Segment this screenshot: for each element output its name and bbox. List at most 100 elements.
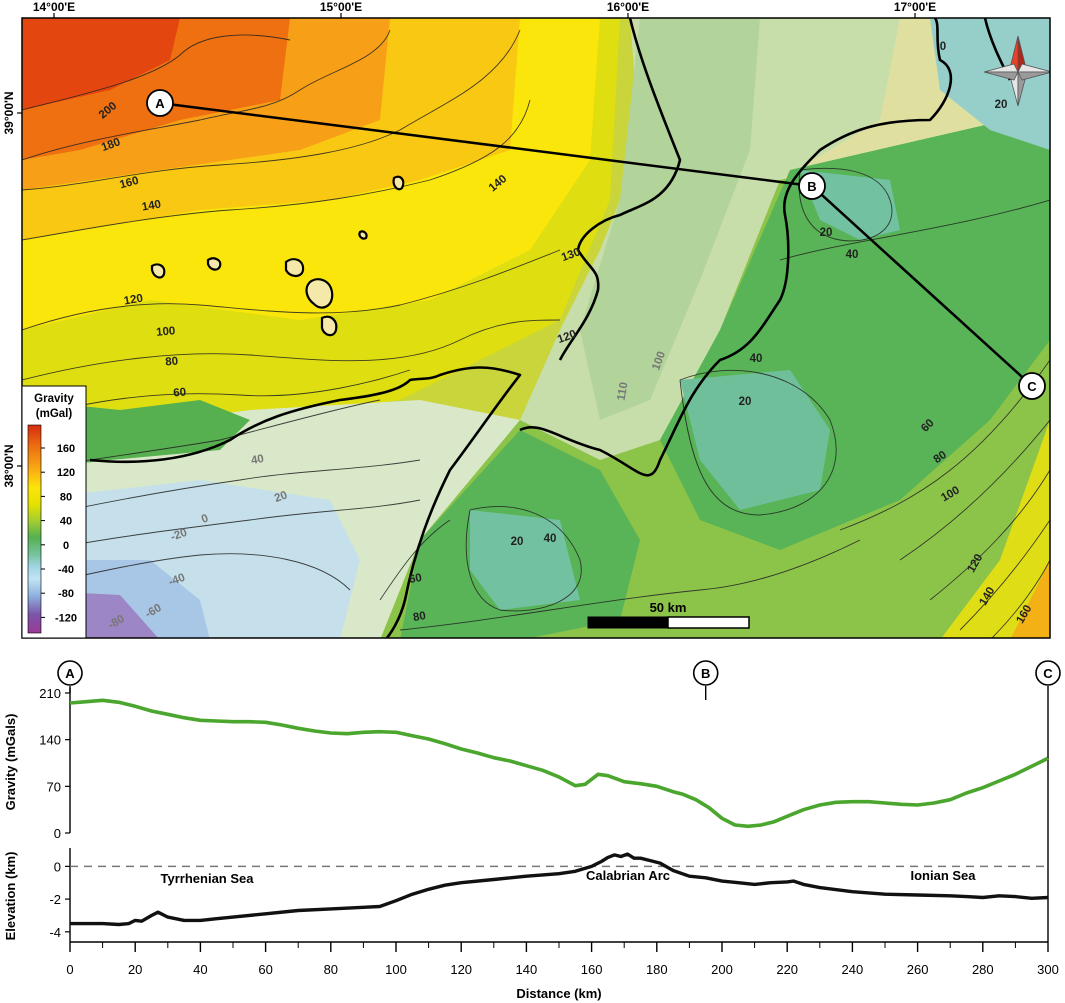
- x-tick-label: 220: [776, 962, 798, 977]
- profile-point-label: B: [701, 666, 710, 681]
- north-arrow-icon: [983, 35, 1050, 107]
- map-point-label: C: [1027, 379, 1037, 394]
- elevation-y-label: Elevation (km): [3, 852, 18, 941]
- contour-label: 60: [173, 386, 187, 399]
- x-tick-label: 260: [907, 962, 929, 977]
- contour-label: 40: [250, 453, 265, 467]
- elevation-y-tick-label: -2: [49, 892, 61, 907]
- x-tick-label: 280: [972, 962, 994, 977]
- contour-label: 40: [544, 533, 557, 545]
- contour-label: 20: [995, 99, 1008, 111]
- gravity-y-tick-label: 70: [47, 779, 61, 794]
- contour-label: -40: [167, 572, 187, 589]
- contour-label: 60: [408, 572, 423, 586]
- band-ionian-20b: [680, 370, 830, 510]
- x-tick-label: 80: [324, 962, 338, 977]
- band-210: [22, 18, 180, 110]
- contour-label: 120: [123, 292, 144, 307]
- legend-tick-label: 120: [57, 467, 75, 479]
- contour-label: 0: [200, 512, 210, 525]
- x-tick-label: 20: [128, 962, 142, 977]
- gravity-legend: Gravity (mGal) 160 120 80 40 0 -40 -80 -120: [21, 385, 87, 639]
- x-tick-label: 60: [258, 962, 272, 977]
- gravity-series-line: [69, 698, 1049, 829]
- profile-point-marker: [57, 660, 83, 686]
- contour-label: 40: [750, 353, 763, 365]
- map-point-marker: [798, 172, 826, 200]
- contour-lines: [22, 29, 1050, 638]
- contour-label: 40: [846, 249, 859, 261]
- x-tick-label: 160: [581, 962, 603, 977]
- lat-tick-label: 38°00'N: [2, 444, 16, 487]
- profile-point-label: C: [1043, 666, 1053, 681]
- x-tick-label: 100: [385, 962, 407, 977]
- profile-point-marker: [692, 660, 719, 686]
- legend-tick-label: -80: [58, 588, 74, 600]
- contour-label: 20: [273, 489, 289, 505]
- contour-label: -20: [169, 527, 189, 544]
- legend-ticks: 160 120 80 40 0 -40 -80 -120: [41, 443, 77, 624]
- coast-sicily: [89, 366, 522, 638]
- aeolian-islands: [150, 175, 405, 337]
- legend-tick-label: 0: [63, 540, 69, 552]
- contour-label: 80: [165, 355, 179, 368]
- band-calabria-2: [580, 18, 760, 420]
- band-se-yellow: [941, 420, 1050, 638]
- gravity-y-tick-label: 0: [54, 826, 61, 841]
- band-se-yellow2: [1011, 560, 1050, 638]
- x-tick-label: 120: [450, 962, 472, 977]
- map-point-label: A: [155, 96, 165, 111]
- contour-label: 0: [940, 41, 946, 53]
- coast-calabria-west: [558, 18, 682, 361]
- contour-label: 160: [118, 175, 140, 192]
- legend-tick-label: -120: [55, 612, 77, 624]
- legend-colorbar: [27, 424, 42, 634]
- legend-tick-label: -40: [58, 564, 74, 576]
- x-tick-label: 200: [711, 962, 733, 977]
- profile-point-marker: [1035, 660, 1061, 686]
- band-south-20: [470, 510, 580, 610]
- map-point-marker: [1018, 372, 1046, 400]
- contour-label: 110: [616, 381, 631, 401]
- x-tick-label: 140: [516, 962, 538, 977]
- contour-label: 20: [739, 396, 752, 408]
- lon-tick-label: 16°00'E: [607, 0, 649, 14]
- region-label-calabrian: Calabrian Arc: [586, 868, 670, 883]
- map-coordinate-ticks: 14°00'E 15°00'E 16°00'E 17°00'E 39°00'N 38°00…: [2, 0, 936, 488]
- x-axis-ticks: 0 20 40 60 80 100 120 140 160 180 200 220 240 260 280 3…: [66, 942, 1059, 977]
- contour-label: 20: [511, 536, 524, 548]
- gravity-y-label: Gravity (mGals): [3, 714, 18, 811]
- legend-title-line2: (mGal): [36, 408, 73, 420]
- elevation-y-ticks: 0 -2 -4: [49, 859, 70, 940]
- contour-label: 80: [412, 610, 427, 624]
- region-label-ionian: Ionian Sea: [910, 868, 976, 883]
- map-frame: [21, 17, 1051, 639]
- profile-point-label: A: [65, 666, 75, 681]
- x-tick-label: 180: [646, 962, 668, 977]
- coast-calabria-east: [519, 18, 953, 477]
- contour-label: 140: [141, 198, 162, 213]
- legend-tick-label: 160: [57, 443, 75, 455]
- map-point-label: B: [807, 179, 816, 194]
- scale-bar: 50 km: [587, 600, 750, 629]
- gravity-anomaly-map: 50 km 2001801601401401301201201008060402…: [22, 18, 1050, 638]
- x-tick-label: 240: [842, 962, 864, 977]
- coastlines: [89, 18, 1012, 638]
- legend-title-line1: Gravity: [34, 393, 74, 405]
- lat-tick-label: 39°00'N: [2, 91, 16, 134]
- x-tick-label: 40: [193, 962, 207, 977]
- profile-point-markers: A B C: [57, 660, 1061, 942]
- gravity-y-tick-label: 140: [39, 733, 61, 748]
- lon-tick-label: 15°00'E: [320, 0, 362, 14]
- map-point-marker: [146, 89, 174, 117]
- gravity-y-ticks: 0 70 140 210: [39, 686, 70, 841]
- map-profile-points: A B C: [146, 89, 1046, 400]
- x-tick-label: 0: [66, 962, 73, 977]
- profile-panel: A B C 0 70 140 210 0 -2 -4 0 20 40 60 80 100 120 140 16…: [3, 660, 1061, 1001]
- contour-label: 100: [156, 325, 176, 339]
- contour-label: 20: [820, 227, 833, 239]
- scale-bar-label: 50 km: [650, 600, 687, 615]
- contour-labels: 200180160140140130120120100806040200-20-…: [97, 41, 1035, 632]
- lon-tick-label: 14°00'E: [33, 0, 75, 14]
